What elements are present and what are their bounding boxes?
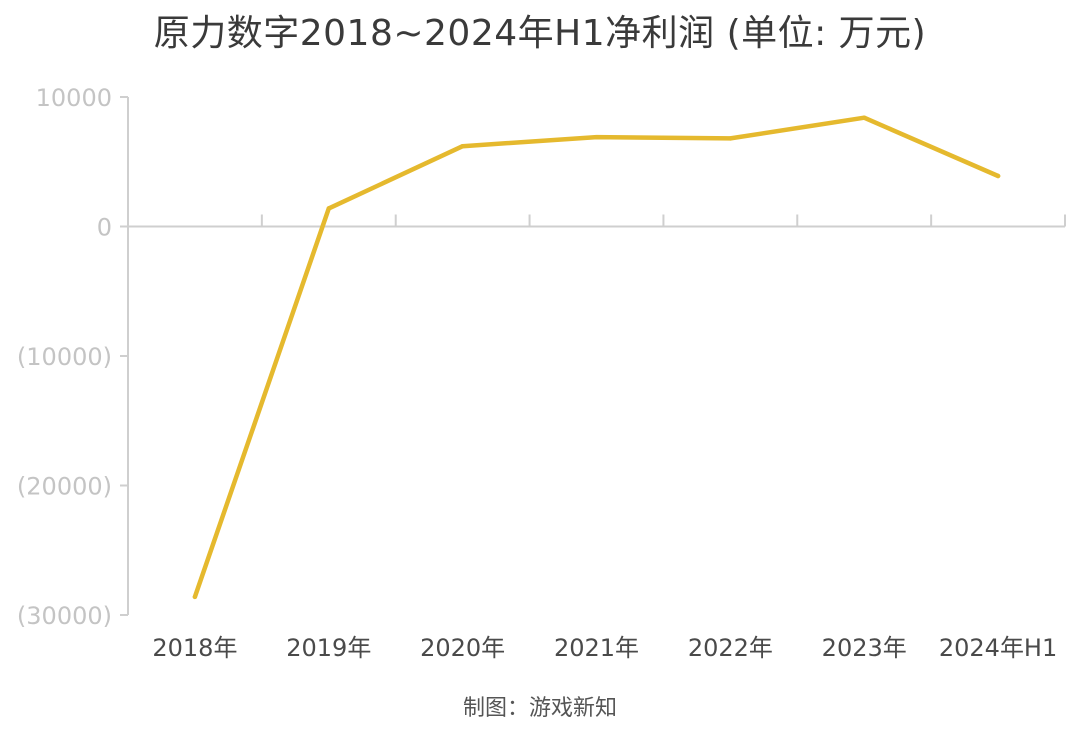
data-point — [862, 115, 867, 120]
series — [192, 115, 1001, 600]
source-note: 制图：游戏新知 — [462, 696, 617, 721]
data-point — [728, 136, 733, 141]
x-tick-label: 2022年 — [688, 634, 773, 662]
y-tick-label: (20000) — [17, 473, 112, 501]
x-tick-label: 2020年 — [420, 634, 505, 662]
x-tick-label: 2021年 — [554, 634, 639, 662]
x-tick-label: 2018年 — [152, 634, 237, 662]
x-axis: 2018年 2019年 2020年 2021年 2022年 2023年 2024年H1 — [128, 214, 1066, 662]
data-point — [594, 134, 599, 140]
data-point — [192, 594, 198, 600]
y-tick-label: (30000) — [17, 602, 112, 630]
data-point — [460, 144, 465, 149]
data-point — [326, 206, 331, 211]
chart-title: 原力数字2018~2024年H1净利润 (单位: 万元) — [153, 13, 927, 54]
y-tick-label: 0 — [97, 214, 112, 242]
series-line — [192, 115, 1001, 600]
x-tick-label: 2024年H1 — [939, 634, 1057, 662]
x-tick-label: 2019年 — [286, 634, 371, 662]
y-axis: 10000 0 (10000) (20000) (30000) — [17, 84, 129, 630]
y-tick-label: 10000 — [36, 84, 112, 112]
y-tick-label: (10000) — [17, 343, 112, 371]
data-point — [995, 173, 1001, 179]
x-tick-label: 2023年 — [822, 634, 907, 662]
